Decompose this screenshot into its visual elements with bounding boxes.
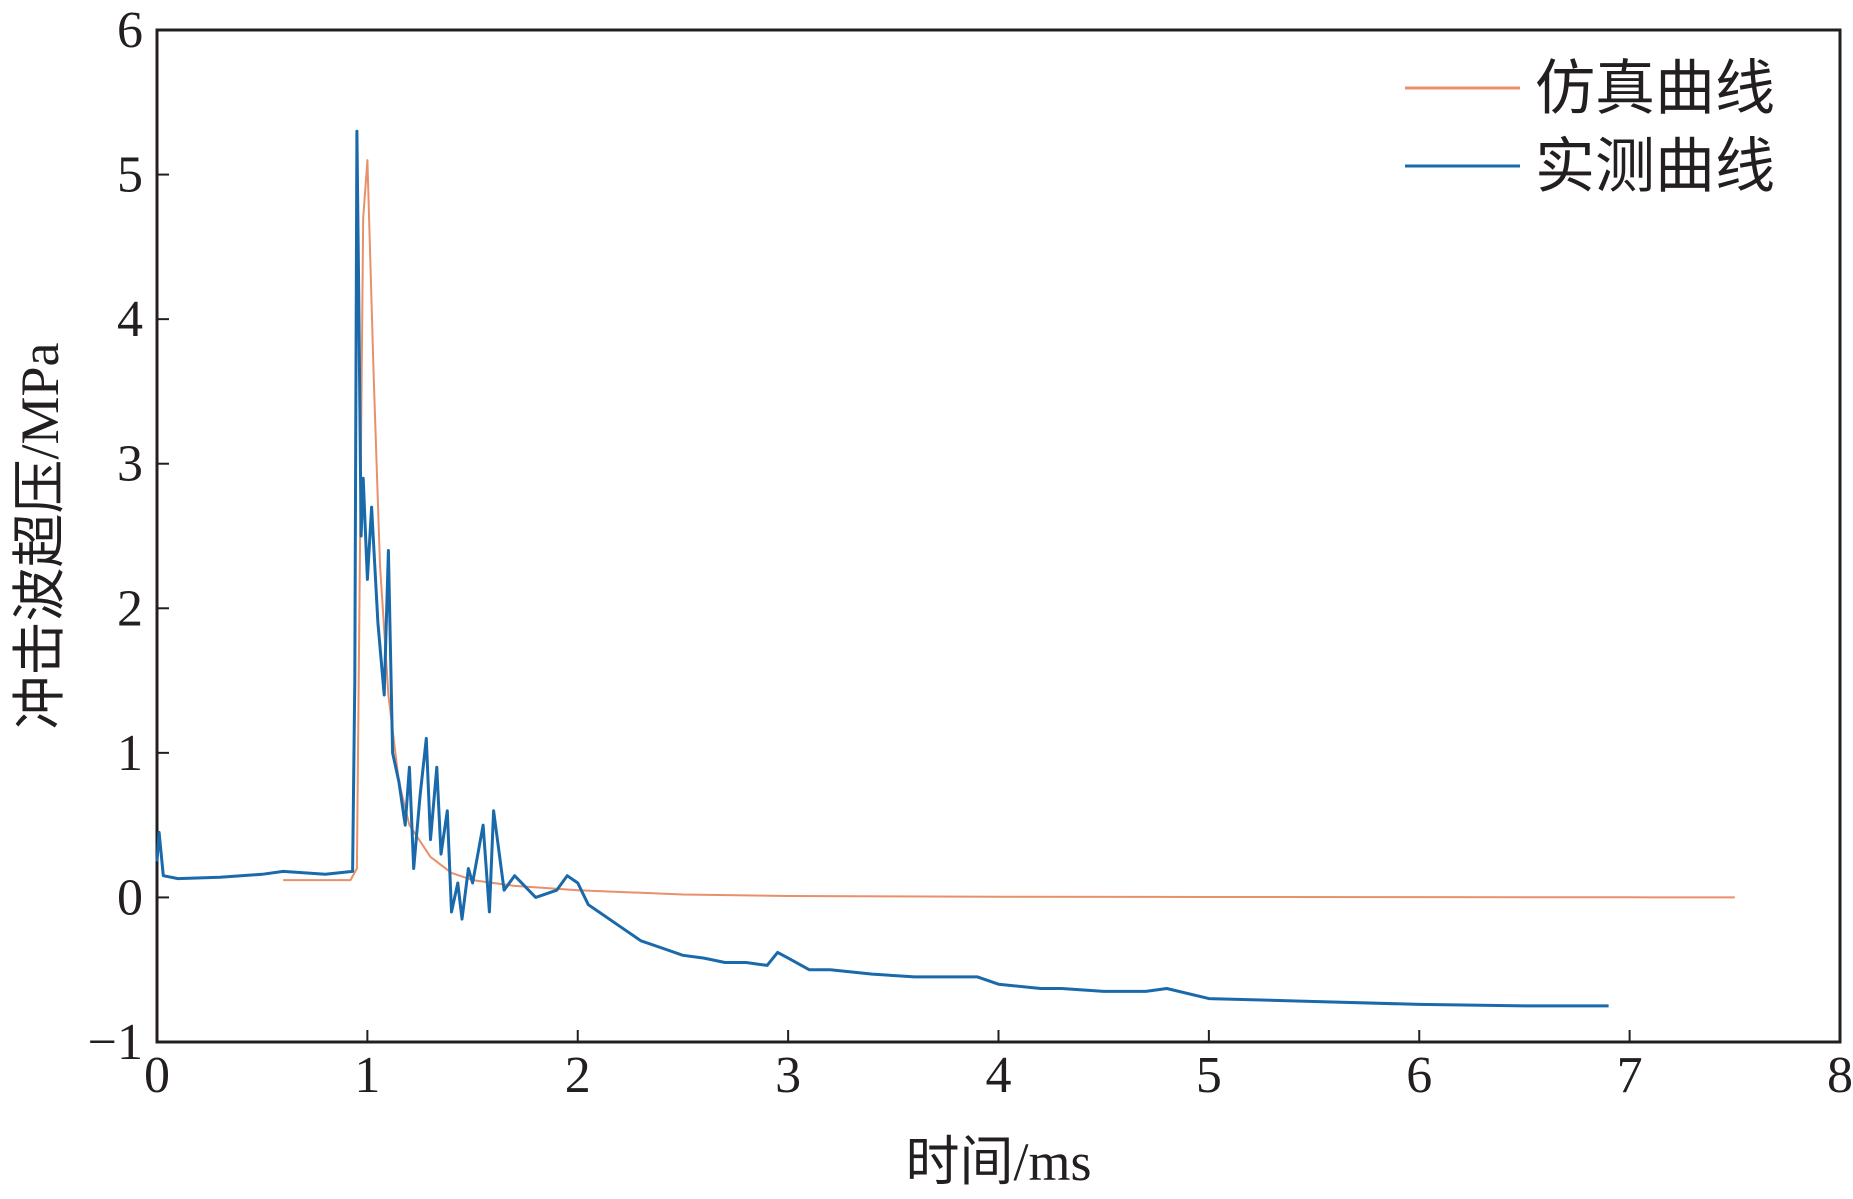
y-tick-label: 5 bbox=[117, 147, 143, 204]
y-tick-label: 0 bbox=[117, 869, 143, 926]
legend: 仿真曲线 实测曲线 bbox=[1405, 56, 1775, 200]
y-tick-label: 2 bbox=[117, 580, 143, 637]
legend-label-measured: 实测曲线 bbox=[1535, 134, 1775, 200]
x-tick-label: 0 bbox=[144, 1047, 170, 1104]
x-tick-label: 8 bbox=[1827, 1047, 1853, 1104]
x-tick-label: 1 bbox=[354, 1047, 380, 1104]
y-tick-label: 6 bbox=[117, 2, 143, 59]
y-axis-title: 冲击波超压/MPa bbox=[10, 342, 70, 729]
x-tick-label: 4 bbox=[986, 1047, 1012, 1104]
x-tick-label: 3 bbox=[775, 1047, 801, 1104]
y-axis-ticks: −1 0 1 2 3 4 5 6 bbox=[88, 2, 169, 1071]
y-tick-label: 3 bbox=[117, 436, 143, 493]
y-tick-label: 4 bbox=[117, 291, 143, 348]
series-group bbox=[155, 129, 1735, 1008]
x-tick-label: 6 bbox=[1406, 1047, 1432, 1104]
y-tick-label: −1 bbox=[88, 1014, 143, 1071]
series-line-simulated bbox=[283, 159, 1735, 899]
x-tick-label: 7 bbox=[1617, 1047, 1643, 1104]
legend-label-simulated: 仿真曲线 bbox=[1535, 56, 1775, 122]
y-tick-label: 1 bbox=[117, 725, 143, 782]
x-tick-label: 2 bbox=[565, 1047, 591, 1104]
x-axis-ticks: 0 1 2 3 4 5 6 7 8 bbox=[144, 1030, 1853, 1104]
series-line-measured bbox=[155, 129, 1609, 1008]
x-tick-label: 5 bbox=[1196, 1047, 1222, 1104]
x-axis-title: 时间/ms bbox=[905, 1132, 1091, 1192]
